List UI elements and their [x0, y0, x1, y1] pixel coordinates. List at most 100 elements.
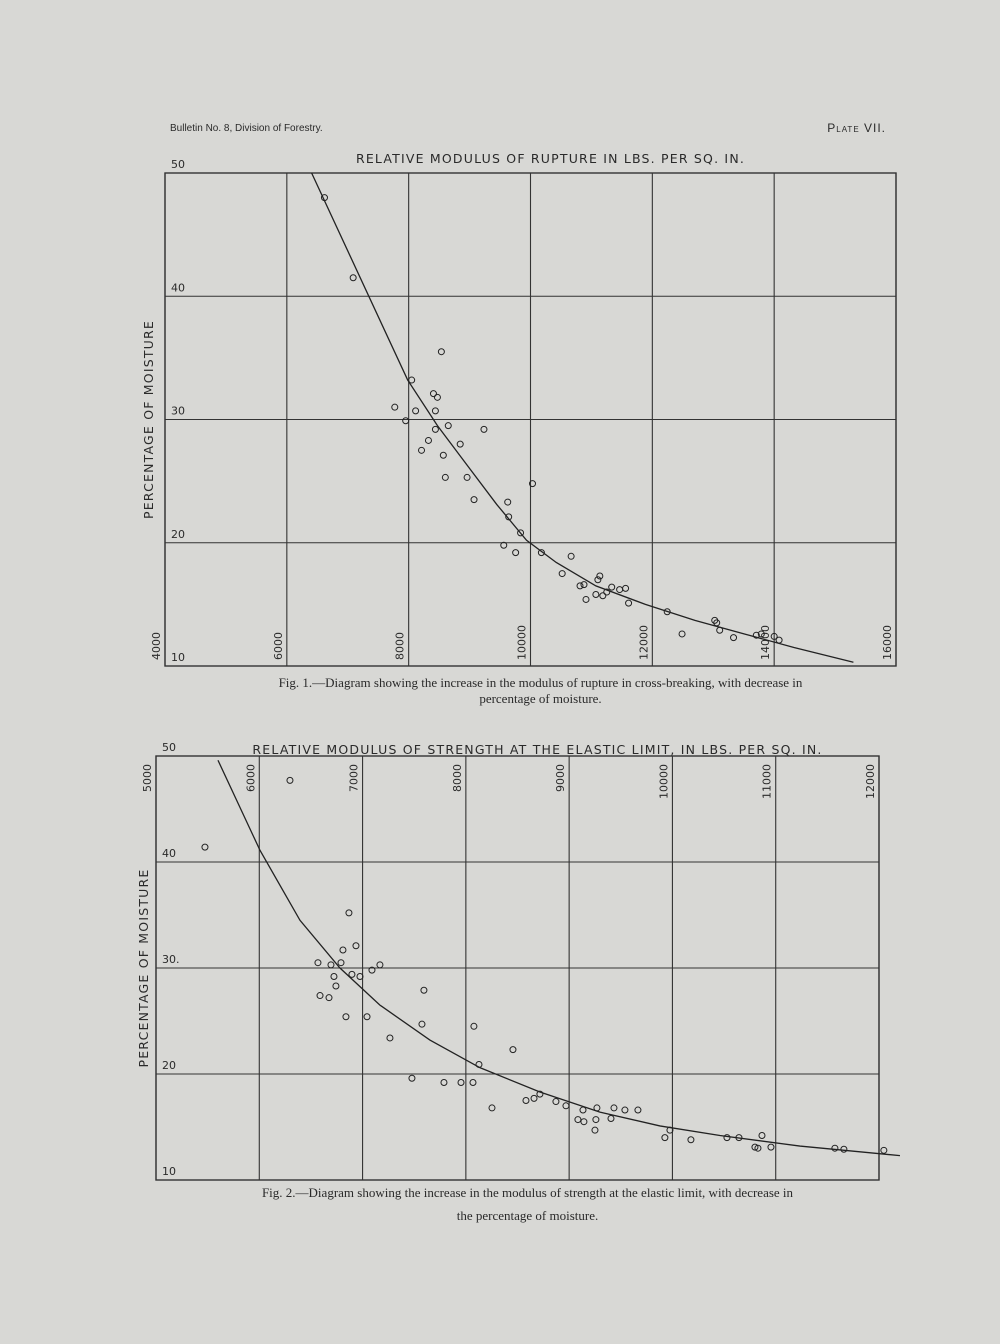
data-point [488, 1104, 496, 1112]
data-point [687, 1136, 695, 1144]
data-point [754, 1144, 762, 1152]
data-point [634, 1106, 642, 1114]
data-point [661, 1134, 669, 1142]
x-tick-label: 14000 [759, 625, 772, 660]
data-point [723, 1134, 731, 1142]
data-point [440, 1078, 448, 1086]
data-point [437, 348, 445, 356]
data-point [592, 591, 600, 599]
data-point [567, 552, 575, 560]
x-tick-label: 8000 [394, 632, 407, 660]
x-tick-label: 4000 [150, 632, 163, 660]
data-point [616, 586, 624, 594]
data-point [529, 480, 537, 488]
data-point [332, 982, 340, 990]
y-tick-label: 20 [171, 528, 185, 541]
data-point [770, 632, 778, 640]
data-point [320, 194, 328, 202]
data-point [349, 274, 357, 282]
data-point [504, 498, 512, 506]
data-point [352, 942, 360, 950]
data-point [475, 1060, 483, 1068]
data-point [713, 619, 721, 627]
data-point [433, 393, 441, 401]
data-point [457, 1078, 465, 1086]
y-tick-label: 50 [162, 741, 176, 754]
data-point [500, 541, 508, 549]
data-point [663, 608, 671, 616]
data-point [537, 549, 545, 557]
data-point [517, 529, 525, 537]
data-point [536, 1090, 544, 1098]
data-point [420, 986, 428, 994]
data-point [337, 959, 345, 967]
data-point [522, 1097, 530, 1104]
data-point [552, 1098, 560, 1106]
data-point [470, 496, 478, 504]
data-point [622, 584, 630, 592]
caption-line: the percentage of moisture. [457, 1208, 599, 1223]
data-point [342, 1013, 350, 1021]
data-point [386, 1034, 394, 1042]
data-point [509, 1046, 517, 1054]
data-point [345, 909, 353, 917]
data-point [757, 630, 765, 638]
y-tick-label: 40 [162, 847, 176, 860]
data-point [412, 407, 420, 415]
data-point [444, 422, 452, 430]
x-tick-label: 7000 [348, 764, 361, 792]
y-tick-label: 30. [162, 953, 180, 966]
y-tick-label: 10 [162, 1165, 176, 1178]
data-point [286, 776, 294, 784]
y-axis-label: PERCENTAGE OF MOISTURE [136, 868, 151, 1067]
data-point [418, 1020, 426, 1028]
data-point [735, 1134, 743, 1142]
y-tick-label: 40 [171, 281, 185, 294]
caption-line: Fig. 1.—Diagram showing the increase in … [279, 675, 803, 690]
data-point [418, 446, 426, 454]
data-point [201, 843, 209, 851]
data-point [368, 966, 376, 974]
data-point [431, 407, 439, 415]
data-point [391, 403, 399, 411]
data-point [610, 1104, 618, 1112]
chart-title: RELATIVE MODULUS OF RUPTURE IN LBS. PER … [356, 151, 745, 166]
x-tick-label: 6000 [244, 764, 257, 792]
figure-caption: Fig. 1.—Diagram showing the increase in … [279, 675, 803, 706]
data-point [576, 582, 584, 590]
data-point [591, 1126, 599, 1134]
data-point [327, 961, 335, 969]
fitted-curve [311, 172, 854, 663]
data-point [608, 583, 616, 591]
data-point [580, 1118, 588, 1126]
fitted-curve [217, 759, 901, 1157]
x-tick-label: 16000 [881, 625, 894, 660]
data-point [463, 473, 471, 481]
data-point [316, 992, 324, 1000]
data-point [666, 1126, 674, 1134]
x-tick-label: 6000 [272, 632, 285, 660]
data-point [625, 599, 633, 607]
data-point [558, 570, 566, 578]
data-point [603, 588, 611, 596]
data-point [621, 1106, 629, 1114]
data-point [607, 1115, 615, 1123]
data-point [730, 634, 738, 642]
x-tick-label: 11000 [761, 764, 774, 799]
data-point [752, 631, 760, 639]
data-point [775, 636, 783, 644]
data-point [840, 1145, 848, 1153]
x-tick-label: 5000 [141, 764, 154, 792]
data-point [408, 376, 416, 384]
data-point [339, 946, 347, 954]
data-point [325, 994, 333, 1002]
data-point [758, 1131, 766, 1139]
data-point [431, 425, 439, 433]
data-point [470, 1022, 478, 1030]
data-point [330, 972, 338, 980]
data-point [880, 1146, 888, 1154]
x-tick-label: 12000 [637, 625, 650, 660]
data-point [512, 549, 520, 557]
